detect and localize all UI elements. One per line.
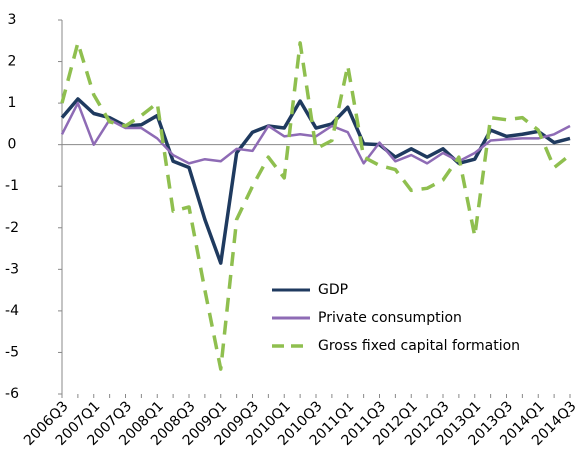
legend-label: GDP [318, 282, 348, 298]
y-tick-label: -2 [5, 220, 19, 236]
series-line [60, 97, 571, 265]
y-tick-label: -6 [5, 386, 19, 402]
y-tick-label: -5 [5, 344, 19, 360]
series-line [60, 101, 571, 165]
y-tick-label: -1 [5, 178, 19, 194]
y-tick-label: -4 [5, 303, 19, 319]
y-tick-label: 1 [8, 95, 17, 111]
series-line [60, 41, 572, 371]
y-tick-label: 2 [8, 54, 17, 70]
y-tick-label: 0 [8, 137, 17, 153]
y-tick-label: -3 [5, 261, 19, 277]
legend-label: Private consumption [318, 310, 462, 326]
legend-label: Gross fixed capital formation [318, 338, 520, 354]
y-tick-label: 3 [8, 12, 17, 28]
